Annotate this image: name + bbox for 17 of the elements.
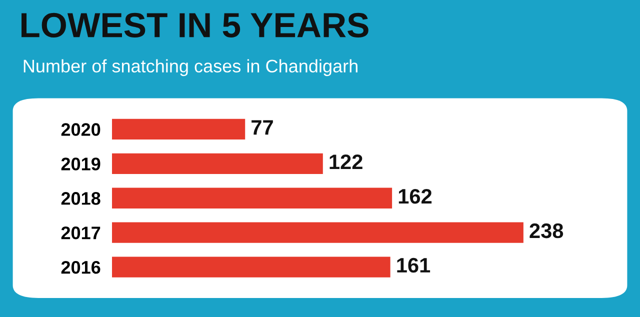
bar bbox=[112, 256, 390, 278]
y-tick-label: 2016 bbox=[61, 260, 100, 274]
chart-subtitle: Number of snatching cases in Chandigarh bbox=[24, 59, 358, 76]
data-label: 162 bbox=[398, 188, 432, 204]
bar bbox=[112, 118, 246, 140]
bar bbox=[112, 153, 323, 174]
y-tick-label: 2017 bbox=[61, 226, 100, 240]
y-tick-label: 2020 bbox=[61, 123, 100, 136]
data-label: 77 bbox=[252, 120, 273, 135]
bar bbox=[112, 222, 524, 243]
chart-title: LOWEST IN 5 YEARS bbox=[22, 12, 368, 38]
data-label: 122 bbox=[330, 154, 362, 170]
bar bbox=[112, 188, 392, 208]
data-label: 161 bbox=[397, 258, 430, 273]
data-label: 238 bbox=[530, 223, 564, 238]
y-tick-label: 2019 bbox=[61, 158, 100, 170]
y-tick-label: 2018 bbox=[61, 192, 100, 205]
